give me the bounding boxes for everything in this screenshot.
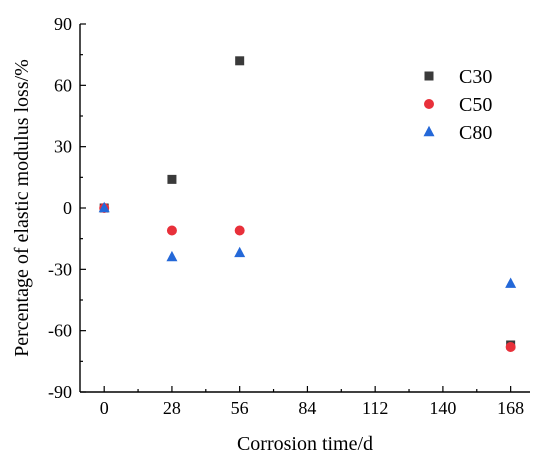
y-axis-title: Percentage of elastic modulus loss/% — [11, 59, 33, 357]
y-tick-label: -60 — [48, 321, 72, 341]
x-tick-label: 84 — [298, 398, 316, 418]
legend: C30 C50 C80 — [423, 66, 492, 144]
data-point-c50 — [505, 342, 516, 353]
x-axis-ticks: 0 28 56 84 112 140 168 — [100, 386, 524, 418]
legend-label-c50: C50 — [459, 94, 492, 116]
y-tick-label: -90 — [48, 382, 72, 402]
data-point-c30 — [167, 174, 177, 184]
legend-label-c80: C80 — [459, 122, 492, 144]
y-tick-label: 30 — [54, 137, 72, 157]
x-axis-title: Corrosion time/d — [237, 433, 373, 455]
x-tick-label: 0 — [100, 398, 109, 418]
legend-marker-c50 — [424, 99, 434, 109]
data-points — [98, 56, 517, 353]
data-point-c50 — [166, 225, 177, 236]
data-point-c80 — [98, 201, 110, 213]
y-tick-label: -30 — [48, 259, 72, 279]
x-tick-label: 112 — [362, 398, 388, 418]
x-tick-label: 140 — [429, 398, 456, 418]
x-tick-label: 168 — [497, 398, 524, 418]
y-tick-label: 90 — [54, 14, 72, 34]
data-point-c80 — [505, 277, 517, 288]
y-tick-label: 0 — [63, 198, 72, 218]
data-point-c80 — [166, 250, 178, 262]
data-point-c80 — [234, 246, 246, 258]
data-point-c50 — [234, 225, 245, 236]
y-axis-ticks: 90 60 30 0 -30 -60 -90 — [48, 14, 86, 402]
x-tick-label: 28 — [163, 398, 181, 418]
x-tick-label: 56 — [231, 398, 249, 418]
legend-marker-c80 — [423, 125, 435, 137]
y-tick-label: 60 — [54, 75, 72, 95]
legend-marker-c30 — [424, 71, 434, 81]
data-point-c30 — [235, 56, 245, 66]
legend-label-c30: C30 — [459, 66, 492, 88]
